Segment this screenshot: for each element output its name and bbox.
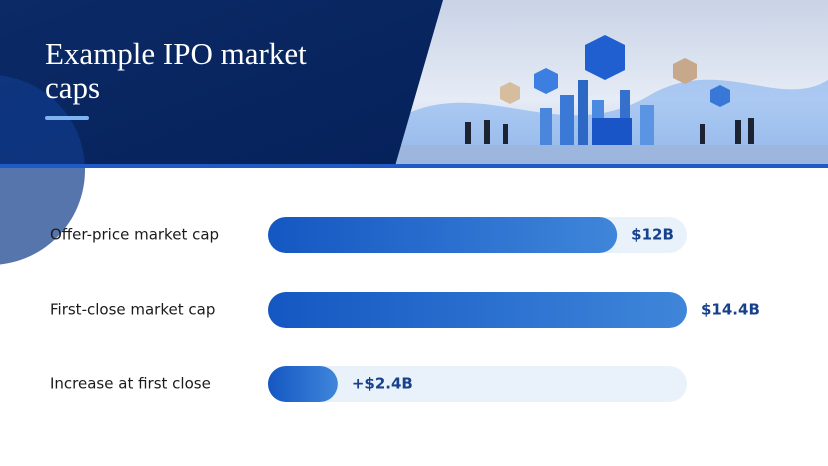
header: Example IPO market caps [0,0,828,265]
title-line: caps [45,70,100,105]
value-label: +$2.4B [352,375,413,393]
value-label: $14.4B [701,301,760,319]
bar [268,292,687,328]
category-label: First-close market cap [50,301,215,319]
title-underline [45,116,89,120]
illustration [395,35,828,166]
bar-track [268,366,687,402]
bar [268,217,618,253]
value-label: $12B [631,226,674,244]
title-line: Example IPO market [45,36,307,71]
chart-title: Example IPO market caps [45,36,307,105]
bar [268,366,338,402]
category-label: Offer-price market cap [50,226,219,244]
category-label: Increase at first close [50,375,211,393]
